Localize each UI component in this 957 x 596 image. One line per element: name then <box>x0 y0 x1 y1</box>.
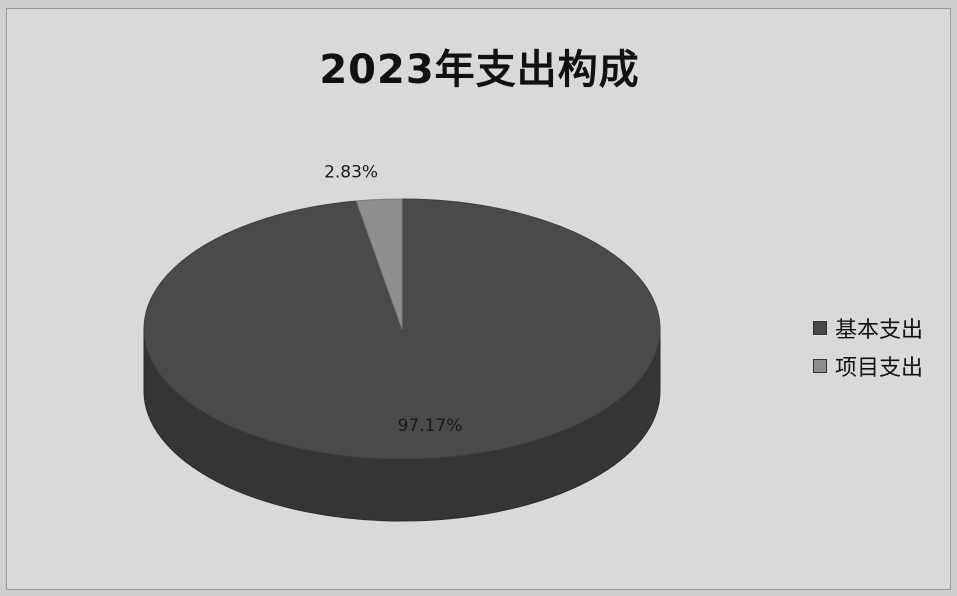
data-label-1: 2.83% <box>324 163 378 183</box>
chart-title: 2023年支出构成 <box>319 47 640 93</box>
legend: 基本支出 项目支出 <box>813 309 923 385</box>
legend-item-basic: 基本支出 <box>813 309 923 347</box>
legend-swatch-project <box>813 359 827 373</box>
legend-label-basic: 基本支出 <box>835 318 924 343</box>
legend-label-project: 项目支出 <box>835 356 924 381</box>
legend-swatch-basic <box>813 321 827 335</box>
chart-frame: 2023年支出构成 97.17% 2.83% 基本支出 项目支出 <box>6 8 951 590</box>
data-label-0: 97.17% <box>398 416 463 436</box>
legend-item-project: 项目支出 <box>813 347 923 385</box>
pie-slice-1 <box>355 198 403 330</box>
pie-chart: 97.17% 2.83% <box>143 163 661 522</box>
